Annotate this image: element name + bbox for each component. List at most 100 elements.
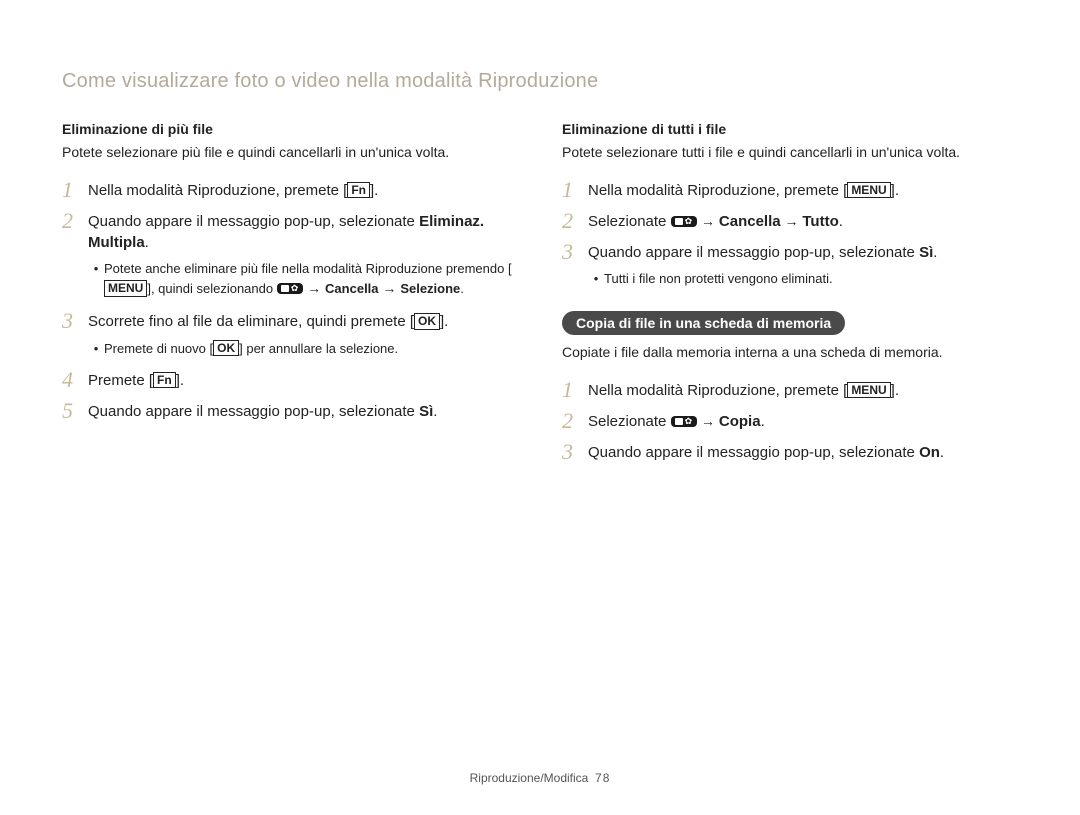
text: Scorrete fino al file da eliminare, quin…: [88, 313, 414, 330]
step-number: 3: [62, 309, 88, 332]
step-number: 2: [562, 209, 588, 232]
step-number: 3: [562, 240, 588, 263]
text: Premete [: [88, 372, 153, 389]
text: ].: [176, 372, 184, 389]
step-number: 3: [562, 440, 588, 463]
menu-button-label: MENU: [847, 382, 890, 398]
memory-settings-icon: ✿: [277, 283, 304, 294]
arrow-icon: →: [303, 280, 325, 296]
footer-page-number: 78: [595, 771, 610, 785]
text: .: [933, 244, 937, 261]
step-number: 1: [62, 178, 88, 201]
text: .: [460, 281, 464, 296]
left-step-5: 5 Quando appare il messaggio pop-up, sel…: [62, 399, 518, 422]
text: .: [940, 444, 944, 461]
step-text: Nella modalità Riproduzione, premete [Fn…: [88, 178, 378, 201]
bold-text: Cancella: [325, 281, 378, 296]
step-number: 1: [562, 378, 588, 401]
fn-button-label: Fn: [153, 372, 176, 388]
arrow-icon: →: [697, 413, 719, 429]
right-desc-2: Copiate i file dalla memoria interna a u…: [562, 343, 1018, 362]
text: Premete di nuovo [: [104, 341, 213, 356]
gear-icon: ✿: [685, 417, 693, 426]
text: ].: [891, 182, 899, 199]
step-text: Quando appare il messaggio pop-up, selez…: [88, 209, 518, 253]
bullet-dot-icon: •: [588, 269, 604, 289]
text: .: [433, 403, 437, 420]
text: Nella modalità Riproduzione, premete [: [588, 382, 847, 399]
content-columns: Eliminazione di più file Potete selezion…: [62, 121, 1018, 471]
page-footer: Riproduzione/Modifica 78: [0, 771, 1080, 785]
sub-text: Premete di nuovo [OK] per annullare la s…: [104, 339, 398, 359]
menu-button-label: MENU: [104, 280, 147, 296]
step-text: Quando appare il messaggio pop-up, selez…: [588, 240, 937, 263]
bold-text: Selezione: [400, 281, 460, 296]
text: Selezionate: [588, 213, 671, 230]
text: ].: [370, 182, 378, 199]
text: .: [145, 234, 149, 251]
bold-text: Tutto: [802, 213, 838, 230]
bold-text: Cancella: [719, 213, 781, 230]
text: Selezionate: [588, 413, 671, 430]
sub-text: Potete anche eliminare più file nella mo…: [104, 259, 518, 300]
left-step-2-sub: • Potete anche eliminare più file nella …: [62, 259, 518, 300]
left-step-3-sub: • Premete di nuovo [OK] per annullare la…: [62, 339, 518, 359]
bold-text: On: [919, 444, 940, 461]
left-column: Eliminazione di più file Potete selezion…: [62, 121, 518, 471]
arrow-icon: →: [697, 213, 719, 229]
text: ] per annullare la selezione.: [239, 341, 398, 356]
right-desc-1: Potete selezionare tutti i file e quindi…: [562, 143, 1018, 162]
text: Potete anche eliminare più file nella mo…: [104, 261, 512, 276]
step-text: Nella modalità Riproduzione, premete [ME…: [588, 178, 899, 201]
text: Quando appare il messaggio pop-up, selez…: [588, 244, 919, 261]
text: Nella modalità Riproduzione, premete [: [588, 182, 847, 199]
text: ].: [440, 313, 448, 330]
right-column: Eliminazione di tutti i file Potete sele…: [562, 121, 1018, 471]
step-text: Scorrete fino al file da eliminare, quin…: [88, 309, 448, 332]
bold-text: Sì: [919, 244, 933, 261]
step-number: 2: [562, 409, 588, 432]
text: Quando appare il messaggio pop-up, selez…: [88, 403, 419, 420]
step-text: Premete [Fn].: [88, 368, 184, 391]
step-text: Quando appare il messaggio pop-up, selez…: [588, 440, 944, 463]
right-sec2-step-2: 2 Selezionate ✿ → Copia.: [562, 409, 1018, 432]
left-heading: Eliminazione di più file: [62, 121, 518, 137]
arrow-icon: →: [379, 280, 401, 296]
text: .: [839, 213, 843, 230]
left-step-4: 4 Premete [Fn].: [62, 368, 518, 391]
step-number: 1: [562, 178, 588, 201]
step-text: Quando appare il messaggio pop-up, selez…: [88, 399, 437, 422]
step-number: 4: [62, 368, 88, 391]
bullet-dot-icon: •: [88, 339, 104, 359]
text: Quando appare il messaggio pop-up, selez…: [88, 213, 419, 230]
footer-section: Riproduzione/Modifica: [470, 771, 589, 785]
text: ].: [891, 382, 899, 399]
left-desc: Potete selezionare più file e quindi can…: [62, 143, 518, 162]
sub-bullet: • Tutti i file non protetti vengono elim…: [588, 269, 1018, 289]
step-text: Selezionate ✿ → Cancella → Tutto.: [588, 209, 843, 232]
sub-text: Tutti i file non protetti vengono elimin…: [604, 269, 833, 289]
manual-page: Come visualizzare foto o video nella mod…: [0, 0, 1080, 815]
spacer: [562, 299, 1018, 305]
page-title: Come visualizzare foto o video nella mod…: [62, 70, 1018, 93]
right-sec1-step-2: 2 Selezionate ✿ → Cancella → Tutto.: [562, 209, 1018, 232]
ok-button-label: OK: [414, 313, 440, 329]
ok-button-label: OK: [213, 340, 239, 356]
memory-settings-icon: ✿: [671, 216, 698, 227]
bold-text: Sì: [419, 403, 433, 420]
text: Nella modalità Riproduzione, premete [: [88, 182, 347, 199]
right-sec1-step-1: 1 Nella modalità Riproduzione, premete […: [562, 178, 1018, 201]
right-sec1-step-3: 3 Quando appare il messaggio pop-up, sel…: [562, 240, 1018, 263]
bold-text: Copia: [719, 413, 761, 430]
step-number: 2: [62, 209, 88, 232]
step-number: 5: [62, 399, 88, 422]
sub-bullet: • Potete anche eliminare più file nella …: [88, 259, 518, 300]
left-step-3: 3 Scorrete fino al file da eliminare, qu…: [62, 309, 518, 332]
text: .: [761, 413, 765, 430]
gear-icon: ✿: [685, 217, 693, 226]
sub-bullet: • Premete di nuovo [OK] per annullare la…: [88, 339, 518, 359]
fn-button-label: Fn: [347, 182, 370, 198]
right-sec1-step-3-sub: • Tutti i file non protetti vengono elim…: [562, 269, 1018, 289]
left-step-1: 1 Nella modalità Riproduzione, premete […: [62, 178, 518, 201]
arrow-icon: →: [781, 213, 803, 229]
